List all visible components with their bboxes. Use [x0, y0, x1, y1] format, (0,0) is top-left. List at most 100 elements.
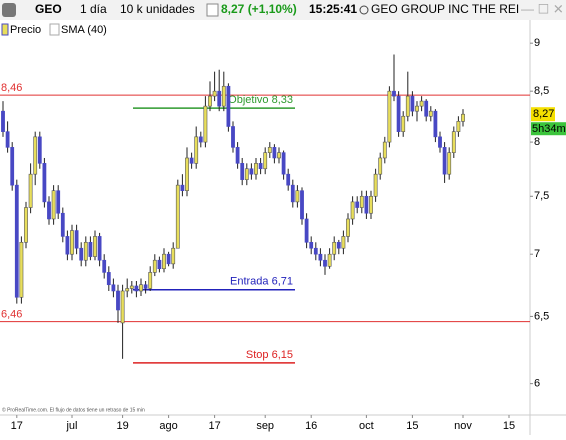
legend-entry: SMA (40) [61, 24, 107, 36]
candle-body [346, 218, 350, 237]
candle-body [1, 110, 5, 132]
candle-body [392, 90, 396, 97]
candle-body [405, 95, 410, 117]
candle-body [382, 141, 387, 159]
legend-entry: Precio [10, 24, 41, 36]
footnote: © ProRealTime.com. El flujo de datos tie… [2, 406, 145, 413]
candle-body [97, 236, 102, 261]
candle-body [433, 110, 438, 138]
legend-swatch [49, 23, 60, 36]
size[interactable]: 10 k unidades [120, 2, 195, 16]
x-tick-label: 16 [305, 420, 317, 432]
candle-body [341, 236, 346, 249]
candle-body [14, 184, 19, 298]
candle-body [254, 163, 258, 175]
candle-body [65, 236, 70, 255]
candle-body [56, 190, 61, 214]
candle-body [304, 218, 309, 243]
legend-swatch [1, 23, 9, 36]
candle-body [373, 173, 378, 197]
symbol[interactable]: GEO [35, 2, 62, 16]
candle-body [263, 152, 268, 170]
candle-body [88, 241, 93, 257]
candle-body [295, 190, 300, 203]
candle-body [272, 147, 277, 159]
x-tick-label: 17 [208, 420, 220, 432]
candle-body [120, 290, 125, 324]
candle-body [134, 285, 139, 292]
candle-body [189, 157, 194, 164]
candle-body [323, 259, 327, 267]
candle-body [185, 157, 189, 191]
candle-body [424, 100, 429, 117]
countdown-box [531, 122, 566, 136]
x-tick-label: oct [359, 420, 374, 432]
candle-body [129, 285, 134, 289]
candle-body [166, 253, 171, 265]
icon[interactable] [2, 3, 16, 17]
candle-body [175, 184, 180, 249]
candle-body [231, 126, 235, 148]
candle-body [281, 152, 286, 175]
candle-body [258, 163, 263, 170]
y-tick-label: 7 [534, 248, 540, 260]
x-tick-label: 15 [406, 420, 418, 432]
candle-body [51, 190, 56, 220]
candle-body [157, 259, 162, 270]
candle-body [447, 152, 452, 175]
candle-body [152, 259, 157, 273]
candle-body [359, 195, 364, 208]
order-label: Objetivo 8,33 [228, 94, 293, 106]
candle-body [28, 173, 33, 208]
candle-body [350, 201, 355, 220]
candle-body [148, 272, 153, 289]
candle-body [33, 136, 38, 175]
candle-body [125, 288, 130, 292]
x-tick-label: 17 [11, 420, 23, 432]
candle-body [318, 253, 323, 261]
level-label: 6,46 [1, 309, 22, 321]
candle-body [5, 131, 10, 148]
candle-body [79, 247, 84, 261]
candle-body [180, 184, 185, 191]
y-tick-label: 9 [534, 37, 540, 49]
candle-body [387, 90, 392, 143]
candle-body [300, 190, 304, 220]
candle-body [244, 168, 249, 180]
candle-body [74, 230, 79, 249]
candle-body [309, 241, 314, 249]
x-tick-label: jul [65, 420, 77, 432]
interval[interactable]: 1 día [80, 2, 107, 16]
candle-body [428, 110, 433, 117]
candle-body [226, 85, 231, 127]
instrument-name: GEO GROUP INC THE REI [371, 2, 519, 16]
candle-body [143, 284, 148, 289]
candle-body [456, 121, 461, 132]
candle-body [369, 195, 373, 214]
candle-body [70, 230, 74, 255]
candle-body [111, 284, 116, 292]
candle-body [396, 95, 401, 132]
info-icon[interactable] [206, 3, 219, 17]
candle-body [139, 284, 143, 292]
y-tick-label: 8 [534, 136, 540, 148]
candle-body [93, 236, 97, 257]
candle-body [364, 195, 369, 214]
candle-body [212, 90, 217, 97]
x-tick-label: ago [159, 420, 177, 432]
countdown: 5h34m [532, 123, 566, 135]
candle-body [217, 90, 222, 107]
candle-body [171, 247, 176, 265]
candle-body [198, 136, 203, 143]
candle-body [47, 201, 51, 220]
candle-body [378, 157, 383, 175]
candle-body [162, 253, 166, 270]
candle-body [267, 147, 272, 153]
candle-body [19, 241, 24, 298]
candle-body [355, 201, 360, 208]
window-controls[interactable]: — ☐ ✕ [521, 1, 564, 16]
status [359, 5, 369, 15]
candle-body [461, 113, 465, 122]
candle-body [451, 131, 456, 153]
